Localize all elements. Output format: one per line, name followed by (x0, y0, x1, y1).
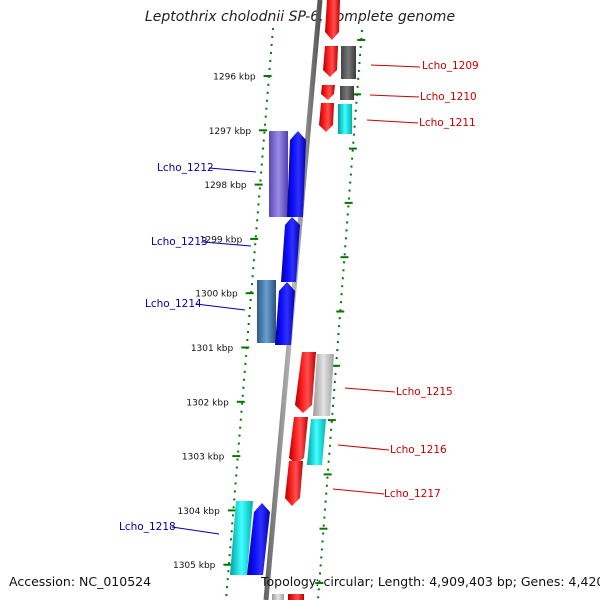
gene-arrow-fwd[interactable] (319, 103, 334, 132)
gene-label-lcho-1218[interactable]: Lcho_1218 (119, 521, 176, 533)
kbp-tick-label: 1296 kbp (213, 73, 256, 83)
kbp-tick-label: 1303 kbp (182, 453, 225, 463)
gene-label-lcho-1214[interactable]: Lcho_1214 (145, 298, 202, 310)
gene-label-lcho-1209[interactable]: Lcho_1209 (422, 60, 479, 72)
gene-label-lcho-1217[interactable]: Lcho_1217 (384, 488, 441, 500)
gene-arrow-fwd[interactable] (325, 0, 340, 40)
gene-arrow-rev[interactable] (247, 503, 270, 575)
gene-box-cyan[interactable] (338, 104, 352, 134)
gene-box-cyan[interactable] (230, 501, 253, 575)
gene-label-lcho-1216[interactable]: Lcho_1216 (390, 444, 447, 456)
gene-arrow-fwd[interactable] (321, 85, 335, 100)
gene-arrow-rev[interactable] (275, 282, 295, 345)
gene-box-dark[interactable] (340, 86, 354, 100)
kbp-tick-label: 1298 kbp (204, 181, 247, 191)
kbp-tick-label: 1300 kbp (195, 290, 238, 300)
gene-features (230, 0, 356, 600)
right-rail-dashes (315, 39, 366, 584)
topology-text: Topology: circular; Length: 4,909,403 bp… (261, 574, 600, 589)
label-leaders (171, 64, 421, 535)
kbp-tick-label: 1305 kbp (173, 561, 216, 571)
gene-arrow-rev[interactable] (287, 131, 306, 217)
kbp-tick-label: 1299 kbp (200, 235, 243, 245)
gene-label-lcho-1212[interactable]: Lcho_1212 (157, 162, 214, 174)
gene-box-red (288, 594, 304, 600)
gene-arrow-fwd[interactable] (295, 352, 316, 413)
gene-box-gray[interactable] (313, 354, 334, 416)
gene-labels: Lcho_1209 Lcho_1210 Lcho_1211 Lcho_1212 Lcho… (119, 60, 479, 533)
kbp-tick-label: 1302 kbp (186, 398, 229, 408)
gene-label-lcho-1215[interactable]: Lcho_1215 (396, 386, 453, 398)
accession-text: Accession: NC_010524 (9, 574, 152, 589)
kbp-tick-label: 1304 kbp (177, 507, 220, 517)
kbp-tick-label: 1297 kbp (209, 127, 252, 137)
gene-box-gray (272, 594, 284, 600)
gene-label-lcho-1213[interactable]: Lcho_1213 (151, 236, 208, 248)
gene-arrow-fwd[interactable] (323, 46, 338, 77)
gene-arrow-rev[interactable] (281, 217, 300, 282)
gene-box-steel[interactable] (257, 280, 276, 343)
kbp-ticks: 1296 kbp 1297 kbp 1298 kbp 1299 kbp 1300 kbp… (173, 73, 272, 571)
kbp-tick-label: 1301 kbp (191, 344, 234, 354)
gene-label-lcho-1210[interactable]: Lcho_1210 (420, 91, 477, 103)
gene-arrow-fwd[interactable] (289, 417, 308, 464)
gene-arrow-fwd[interactable] (285, 461, 303, 506)
gene-box-dark[interactable] (341, 46, 356, 79)
gene-label-lcho-1211[interactable]: Lcho_1211 (419, 117, 476, 129)
gene-box-cyan[interactable] (307, 419, 326, 465)
gene-box-lavender[interactable] (269, 131, 288, 217)
map-title: Leptothrix cholodnii SP-6, complete geno… (144, 9, 456, 25)
